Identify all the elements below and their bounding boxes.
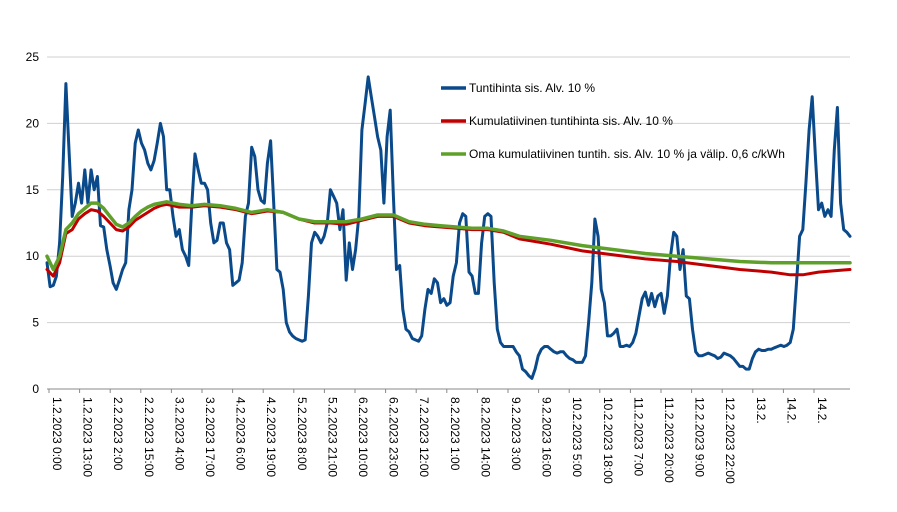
x-tick-label: 10.2.2023 5:00 [570, 397, 584, 477]
plot-area [47, 57, 850, 389]
x-tick-label: 4.2.2023 19:00 [264, 397, 278, 477]
y-tick-label: 0 [32, 382, 39, 396]
x-tick-label: 10.2.2023 18:00 [601, 397, 615, 484]
x-tick-label: 13.2. [754, 397, 768, 424]
series-line-1 [45, 75, 852, 380]
series-line-3 [45, 200, 852, 272]
x-tick-label: 11.2.2023 7:00 [631, 397, 645, 477]
x-tick-label: 6.2.2023 23:00 [387, 397, 401, 477]
gridlines [47, 56, 850, 390]
legend-label-1: Tuntihinta sis. Alv. 10 % [469, 81, 595, 95]
x-tick-label: 8.2.2023 14:00 [478, 397, 492, 477]
x-tick-label: 12.2.2023 22:00 [723, 397, 737, 484]
legend-label-3: Oma kumulatiivinen tuntih. sis. Alv. 10 … [469, 147, 785, 161]
x-tick-label: 6.2.2023 10:00 [356, 397, 370, 477]
legend-label-2: Kumulatiivinen tuntihinta sis. Alv. 10 % [469, 114, 673, 128]
x-tick-label: 7.2.2023 12:00 [417, 397, 431, 477]
x-tick-label: 11.2.2023 20:00 [662, 397, 676, 483]
x-axis-ticks: 1.2.2023 0:00 1.2.2023 13:00 2.2.2023 2:00… [48, 389, 829, 484]
x-tick-label: 5.2.2023 8:00 [295, 397, 309, 471]
y-tick-label: 10 [26, 249, 40, 263]
x-tick-label: 14.2. [784, 397, 798, 424]
x-tick-label: 2.2.2023 15:00 [142, 397, 156, 477]
x-tick-label: 3.2.2023 4:00 [172, 397, 186, 471]
x-tick-label: 9.2.2023 3:00 [509, 397, 523, 471]
y-tick-label: 5 [32, 316, 39, 330]
x-tick-label: 3.2.2023 17:00 [203, 397, 217, 477]
x-tick-label: 8.2.2023 1:00 [448, 397, 462, 471]
x-tick-label: 1.2.2023 0:00 [50, 397, 64, 471]
y-tick-label: 15 [26, 183, 40, 197]
x-tick-label: 9.2.2023 16:00 [540, 397, 554, 477]
y-tick-label: 20 [26, 116, 40, 130]
y-axis-ticks: 0 5 10 15 20 25 [26, 50, 40, 396]
y-tick-label: 25 [26, 50, 40, 64]
series-lines [45, 75, 852, 380]
x-tick-label: 12.2.2023 9:00 [693, 397, 707, 477]
x-tick-label: 14.2. [815, 397, 829, 424]
x-tick-label: 2.2.2023 2:00 [111, 397, 125, 471]
x-tick-label: 4.2.2023 6:00 [234, 397, 248, 471]
x-tick-label: 1.2.2023 13:00 [81, 397, 95, 477]
legend: Tuntihinta sis. Alv. 10 % Kumulatiivinen … [441, 81, 785, 161]
x-tick-label: 5.2.2023 21:00 [325, 397, 339, 477]
